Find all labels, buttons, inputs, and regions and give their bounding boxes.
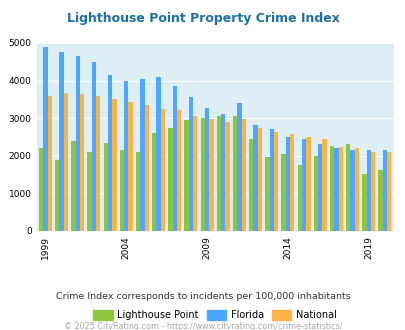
Bar: [124, 81, 128, 231]
Bar: [136, 152, 140, 231]
Bar: [257, 128, 262, 231]
Bar: [152, 133, 156, 231]
Bar: [177, 110, 181, 231]
Bar: [269, 129, 273, 231]
Bar: [184, 120, 188, 231]
Legend: Lighthouse Point, Florida, National: Lighthouse Point, Florida, National: [90, 307, 339, 323]
Bar: [361, 174, 366, 231]
Bar: [333, 148, 338, 231]
Bar: [225, 122, 229, 231]
Bar: [209, 119, 213, 231]
Bar: [75, 56, 80, 231]
Bar: [188, 97, 193, 231]
Bar: [39, 148, 43, 231]
Bar: [237, 103, 241, 231]
Bar: [370, 151, 374, 231]
Bar: [80, 94, 84, 231]
Bar: [345, 144, 350, 231]
Bar: [71, 141, 75, 231]
Bar: [59, 52, 64, 231]
Bar: [248, 139, 253, 231]
Bar: [301, 139, 305, 231]
Bar: [112, 99, 116, 231]
Text: Lighthouse Point Property Crime Index: Lighthouse Point Property Crime Index: [66, 12, 339, 24]
Bar: [322, 139, 326, 231]
Bar: [216, 116, 221, 231]
Bar: [43, 47, 47, 231]
Bar: [290, 134, 294, 231]
Bar: [366, 150, 370, 231]
Bar: [168, 128, 172, 231]
Bar: [313, 156, 317, 231]
Bar: [200, 118, 205, 231]
Bar: [305, 137, 310, 231]
Bar: [140, 79, 144, 231]
Bar: [253, 125, 257, 231]
Bar: [205, 108, 209, 231]
Text: Crime Index corresponds to incidents per 100,000 inhabitants: Crime Index corresponds to incidents per…: [55, 292, 350, 301]
Bar: [329, 147, 333, 231]
Bar: [160, 109, 165, 231]
Bar: [386, 151, 390, 231]
Bar: [377, 170, 382, 231]
Bar: [87, 152, 92, 231]
Bar: [96, 96, 100, 231]
Bar: [64, 92, 68, 231]
Bar: [221, 115, 225, 231]
Bar: [92, 62, 96, 231]
Bar: [317, 145, 322, 231]
Bar: [338, 147, 342, 231]
Bar: [144, 105, 149, 231]
Bar: [297, 165, 301, 231]
Bar: [281, 154, 285, 231]
Bar: [382, 150, 386, 231]
Bar: [172, 86, 177, 231]
Bar: [193, 116, 197, 231]
Bar: [47, 96, 52, 231]
Bar: [354, 148, 358, 231]
Bar: [241, 119, 245, 231]
Bar: [232, 116, 237, 231]
Bar: [156, 77, 160, 231]
Text: © 2025 CityRating.com - https://www.cityrating.com/crime-statistics/: © 2025 CityRating.com - https://www.city…: [64, 322, 341, 330]
Bar: [264, 156, 269, 231]
Bar: [103, 143, 108, 231]
Bar: [108, 75, 112, 231]
Bar: [350, 150, 354, 231]
Bar: [119, 150, 124, 231]
Bar: [128, 102, 132, 231]
Bar: [285, 137, 290, 231]
Bar: [55, 159, 59, 231]
Bar: [273, 132, 277, 231]
